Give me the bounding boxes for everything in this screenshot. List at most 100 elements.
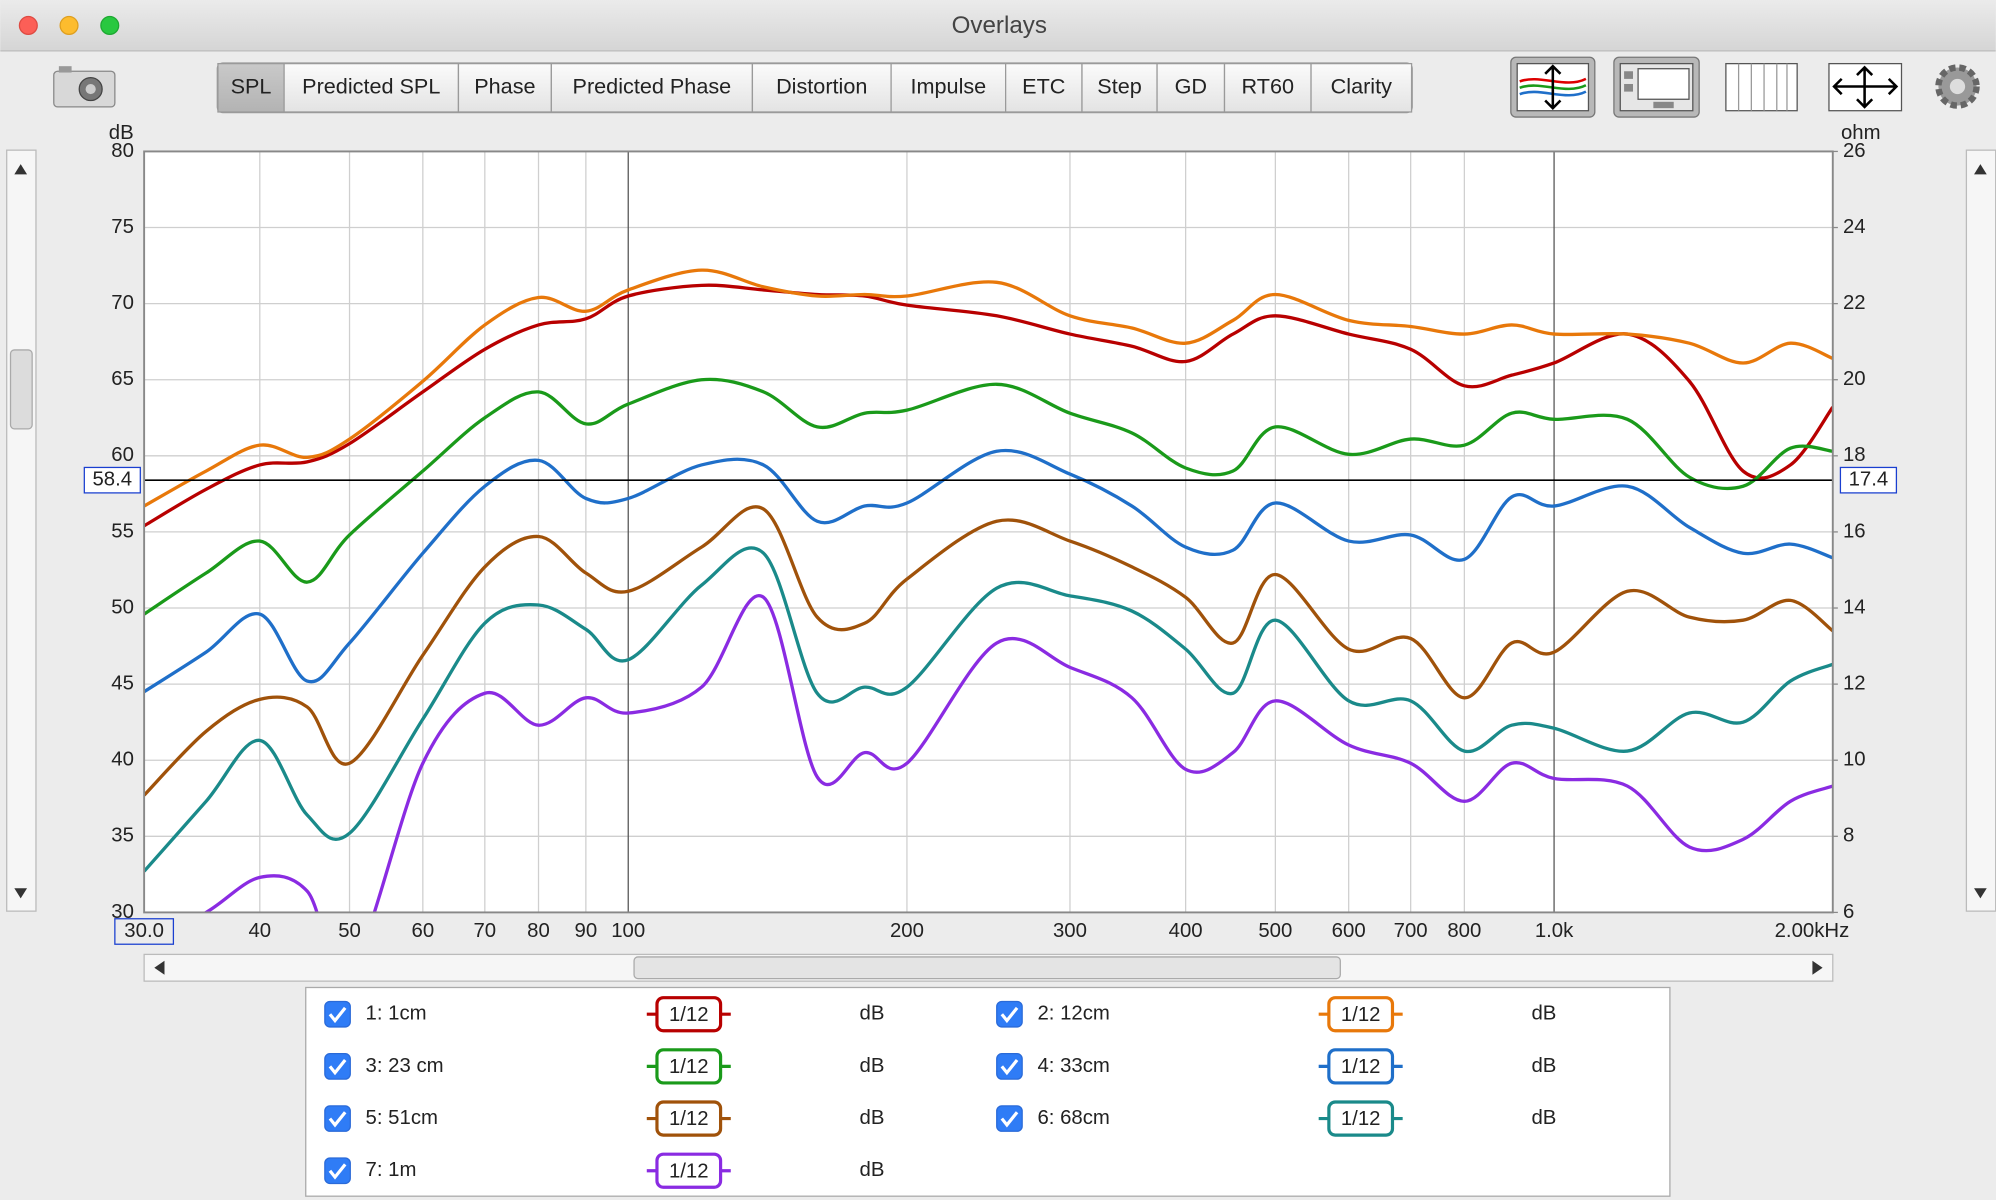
legend-name: 4: 33cm (1037, 1055, 1109, 1077)
tab[interactable]: GD (1156, 62, 1226, 113)
tab-bg (751, 62, 892, 113)
x-tick-label: 30.0 (124, 920, 164, 942)
tab[interactable]: ETC (1004, 62, 1083, 113)
legend-checkbox[interactable] (996, 1053, 1023, 1080)
y-tick-label: 70 (111, 292, 134, 314)
series-line (144, 268, 1833, 508)
layout-button[interactable] (1613, 56, 1700, 118)
tab[interactable]: Predicted SPL (283, 62, 460, 113)
fit-button[interactable] (1828, 62, 1903, 112)
y2-tick-label: 8 (1843, 825, 1854, 847)
smoothing-button[interactable]: 1/12 (646, 996, 731, 1033)
checkbox-check (328, 1059, 347, 1076)
tab-label: Step (1097, 74, 1142, 99)
y2-tick-label: 22 (1843, 292, 1866, 314)
tab[interactable]: Clarity (1310, 62, 1413, 113)
series-line (202, 593, 1833, 913)
legend: 1: 1cm 1/12 dB 2: 12cm 1/12 dB3: 23 cm 1/12 dB 4… (324, 996, 1556, 1189)
legend-item: 2: 12cm 1/12 dB (996, 996, 1556, 1033)
cursor-left-box (83, 466, 141, 494)
plot-border (143, 150, 1834, 914)
y2-tick-label: 18 (1843, 444, 1866, 466)
legend-item: 7: 1m 1/12 dB (324, 1152, 885, 1189)
x-tick-label: 800 (1447, 920, 1481, 942)
overlay-stack-button[interactable] (1510, 56, 1596, 118)
left-scrollbar[interactable] (6, 149, 37, 912)
y-tick-label: 75 (111, 216, 134, 238)
y2-tick-label: 10 (1843, 749, 1866, 771)
smoothing-button[interactable]: 1/12 (646, 1152, 731, 1189)
legend-name: 6: 68cm (1037, 1107, 1109, 1129)
legend-unit: dB (860, 1107, 885, 1129)
tab-label: ETC (1022, 74, 1065, 99)
y-axis-label: dB (109, 122, 134, 144)
tab-label: RT60 (1242, 74, 1295, 99)
window-title: Overlays (952, 12, 1047, 39)
tab[interactable]: Distortion (751, 62, 892, 113)
y2-tick-label: 14 (1843, 596, 1866, 618)
legend-checkbox[interactable] (324, 1105, 351, 1132)
camera-button[interactable] (53, 66, 116, 108)
x-tick-label: 500 (1258, 920, 1292, 942)
tab[interactable]: SPL (217, 62, 285, 113)
smoothing-box (1327, 996, 1395, 1033)
x-tick-label: 50 (338, 920, 361, 942)
smoothing-label: 1/12 (669, 1108, 709, 1130)
y-tick-label: 35 (111, 825, 134, 847)
legend-unit: dB (860, 1159, 885, 1181)
y2-tick-label: 26 (1843, 140, 1866, 162)
settings-button[interactable] (1935, 64, 1980, 109)
right-scrollbar[interactable] (1965, 149, 1996, 912)
tab[interactable]: RT60 (1223, 62, 1312, 113)
horizontal-scrollbar[interactable] (143, 953, 1834, 982)
checkbox-box (324, 1053, 351, 1080)
x-tick-label: 700 (1394, 920, 1428, 942)
tab-bg (890, 62, 1007, 113)
legend-checkbox[interactable] (324, 1000, 351, 1028)
legend-checkbox[interactable] (324, 1157, 351, 1185)
grid (143, 150, 1834, 914)
tab-label: Phase (474, 74, 535, 99)
minimize-button[interactable] (59, 15, 79, 35)
checkbox-box (324, 1000, 351, 1028)
zoom-button[interactable] (100, 15, 120, 35)
x-tick-label: 600 (1332, 920, 1366, 942)
smoothing-button[interactable]: 1/12 (646, 1100, 731, 1137)
close-button[interactable] (18, 15, 38, 35)
cursor-right-box (1839, 466, 1898, 494)
tab-bg (1004, 62, 1083, 113)
curves (144, 268, 1833, 913)
y-tick-label: 65 (111, 368, 134, 390)
smoothing-label: 1/12 (669, 1056, 709, 1078)
legend-checkbox[interactable] (996, 1105, 1023, 1132)
tab-label: Predicted Phase (573, 74, 732, 99)
legend-checkbox[interactable] (324, 1053, 351, 1080)
y-tick-label: 50 (111, 596, 134, 618)
smoothing-button[interactable]: 1/12 (1318, 1100, 1403, 1137)
legend-unit: dB (1531, 1107, 1556, 1129)
y2-axis-label: ohm (1841, 122, 1881, 144)
tab-label: SPL (231, 74, 272, 99)
smoothing-button[interactable]: 1/12 (1318, 1048, 1403, 1085)
smoothing-button[interactable]: 1/12 (1318, 996, 1403, 1033)
legend-item: 6: 68cm 1/12 dB (996, 1100, 1556, 1137)
checkbox-box (996, 1053, 1023, 1080)
grid-button[interactable] (1725, 62, 1798, 112)
legend-item: 5: 51cm 1/12 dB (324, 1100, 885, 1137)
tab-bg (1156, 62, 1226, 113)
x-tick-label: 70 (473, 920, 496, 942)
tab[interactable]: Phase (457, 62, 552, 113)
y2-tick-label: 24 (1843, 216, 1866, 238)
tab[interactable]: Predicted Phase (550, 62, 754, 113)
tab[interactable]: Step (1081, 62, 1158, 113)
tab-bg (1223, 62, 1312, 113)
legend-checkbox[interactable] (996, 1000, 1023, 1028)
axes: 30 35 40 45 50 55 60 65 70 75 80 6 8 10 12 14 16 18 20 22 24… (83, 140, 1898, 945)
legend-panel (305, 986, 1671, 1197)
tab-label: Clarity (1331, 74, 1392, 99)
legend-unit: dB (1531, 1055, 1556, 1077)
smoothing-button[interactable]: 1/12 (646, 1048, 731, 1085)
tab[interactable]: Impulse (890, 62, 1007, 113)
checkbox-check (328, 1006, 347, 1024)
legend-unit: dB (860, 1055, 885, 1077)
